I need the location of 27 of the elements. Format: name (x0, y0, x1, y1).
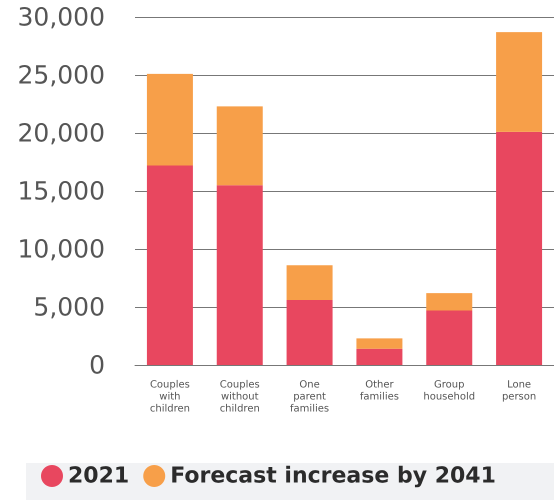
bar (496, 32, 542, 132)
x-tick-label: Couples without children (220, 380, 260, 414)
legend-label: 2021 (68, 464, 130, 488)
x-tick-label: Lone person (502, 380, 536, 402)
legend-label: Forecast increase by 2041 (170, 464, 496, 488)
bar (216, 106, 263, 186)
y-tick-label: 5,000 (33, 292, 105, 322)
bar (426, 310, 472, 365)
bar (426, 293, 472, 310)
y-tick-label: 15,000 (18, 176, 105, 206)
bar (286, 300, 333, 365)
y-tick-label: 10,000 (18, 234, 105, 264)
x-tick-label: Couples with children (150, 380, 190, 414)
x-tick-label: One parent families (290, 380, 330, 414)
bar (286, 265, 333, 300)
y-tick-label: 30,000 (18, 2, 105, 32)
y-tick-label: 20,000 (18, 118, 105, 148)
bar (356, 348, 402, 365)
bar (146, 74, 193, 166)
bar (216, 185, 263, 365)
x-tick-label: Group household (423, 380, 476, 402)
x-tick-label: Other families (360, 380, 399, 402)
bar (496, 132, 542, 365)
bar (356, 338, 402, 349)
y-tick-label: 25,000 (18, 60, 105, 90)
y-tick-label: 0 (89, 350, 105, 380)
bar (146, 165, 193, 365)
